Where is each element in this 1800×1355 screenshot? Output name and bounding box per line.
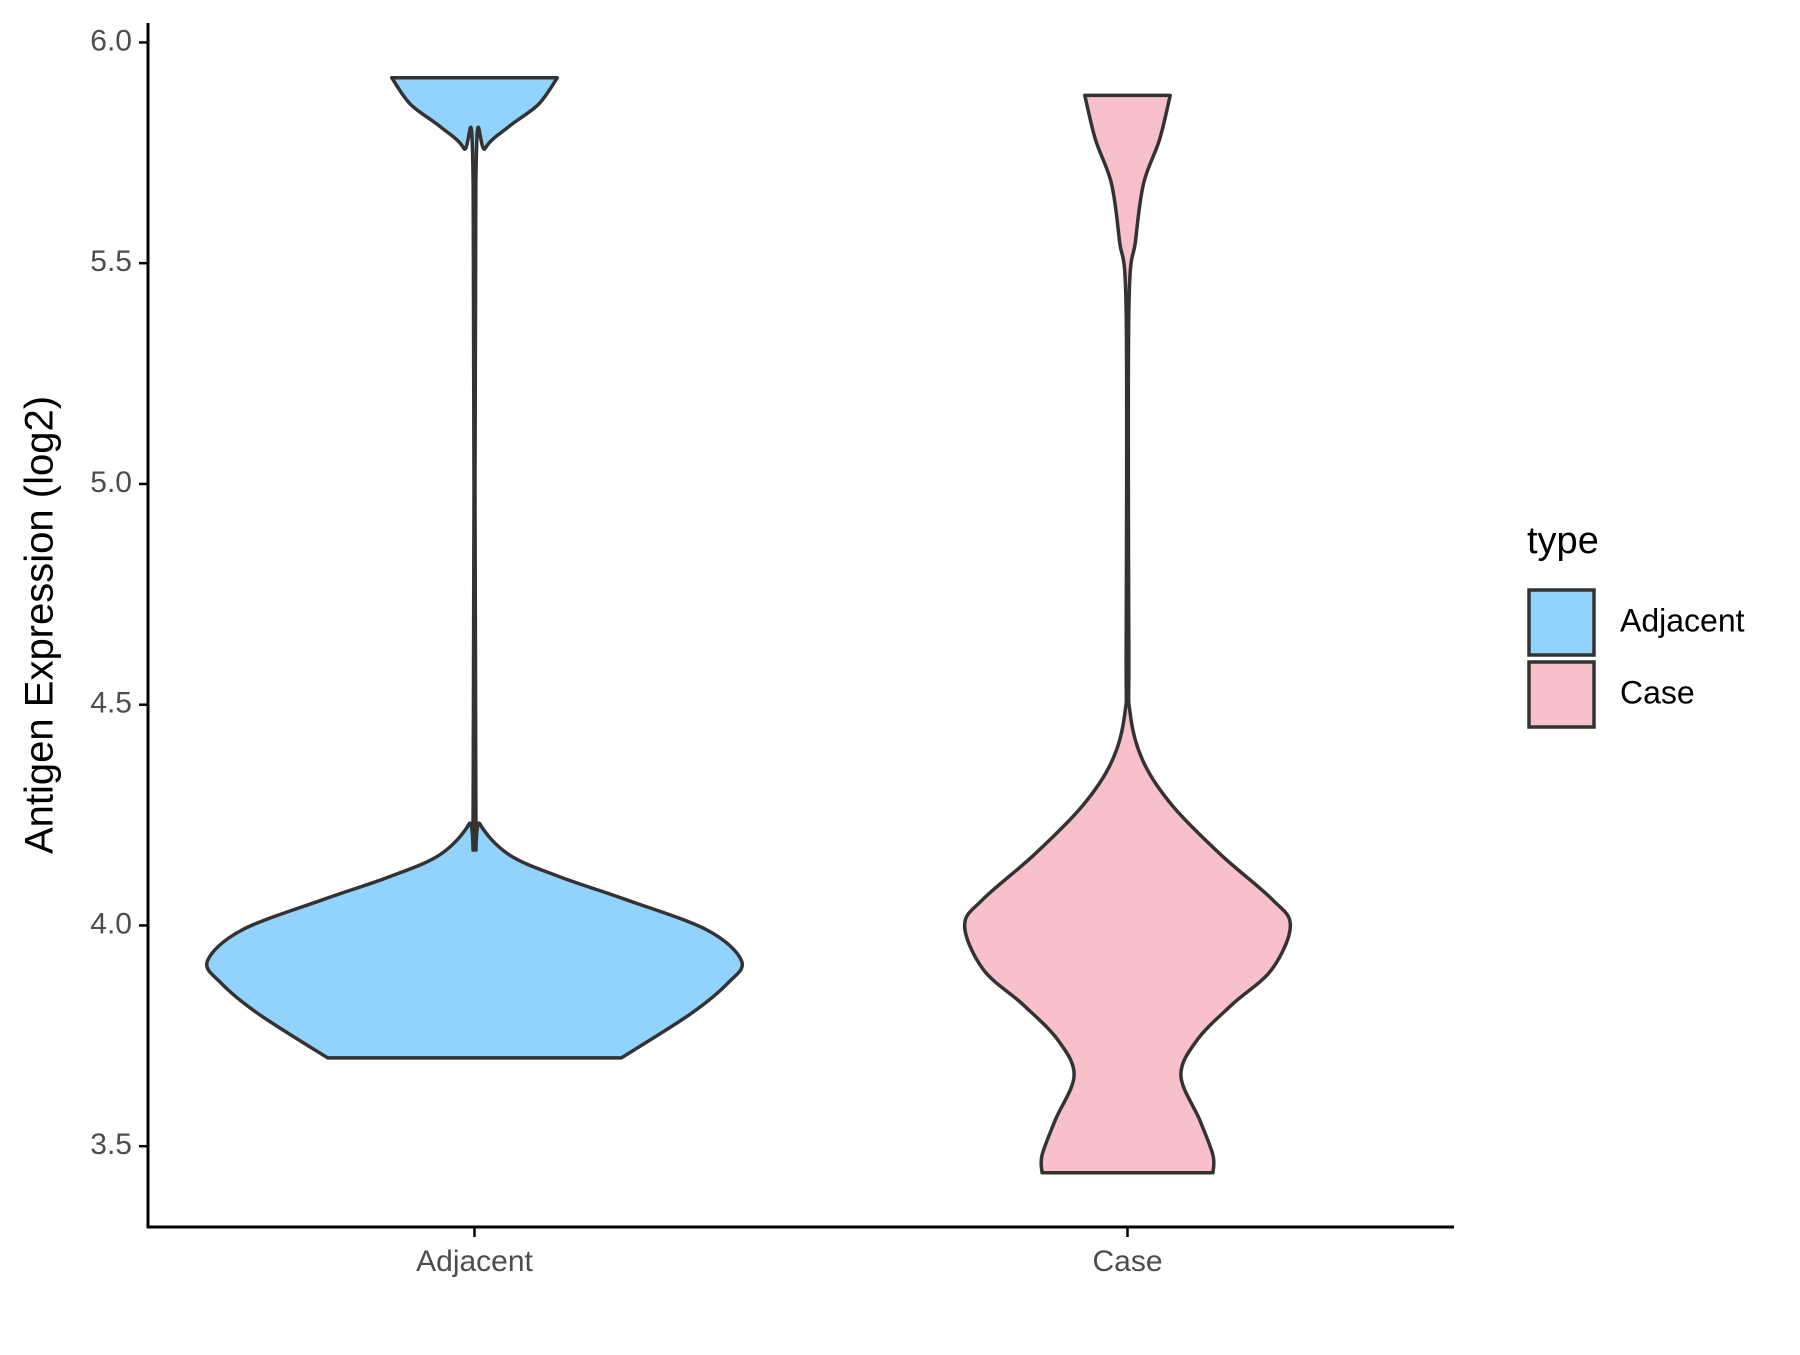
legend-label: Adjacent xyxy=(1620,602,1745,638)
x-tick-label: Adjacent xyxy=(416,1245,533,1278)
y-tick-label: 4.0 xyxy=(90,907,132,940)
violin xyxy=(204,75,745,1060)
legend-label: Case xyxy=(1620,674,1695,710)
y-tick-label: 5.0 xyxy=(90,466,132,499)
y-tick-label: 6.0 xyxy=(90,24,132,57)
x-tick-label: Case xyxy=(1092,1245,1162,1278)
legend-key xyxy=(1527,660,1596,729)
violin xyxy=(962,93,1293,1175)
y-tick-label: 3.5 xyxy=(90,1128,132,1161)
y-tick-label: 5.5 xyxy=(90,245,132,278)
legend-key xyxy=(1527,588,1596,657)
y-axis-title: Antigen Expression (log2) xyxy=(18,396,62,854)
legend-title: type xyxy=(1527,520,1599,562)
y-tick-label: 4.5 xyxy=(90,687,132,720)
